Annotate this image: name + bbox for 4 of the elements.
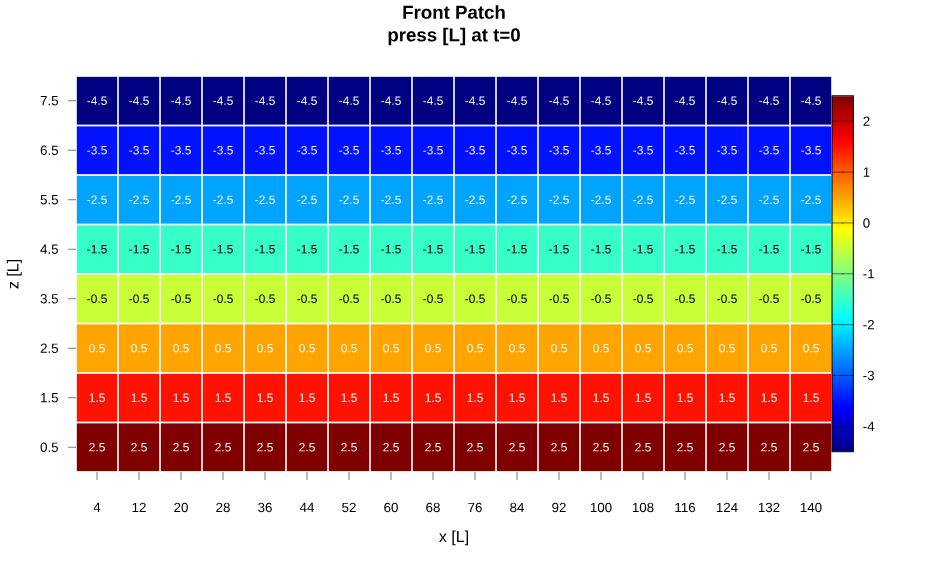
chart-title: Front Patch [403, 5, 505, 19]
y-axis-title: z [L] [6, 260, 22, 289]
chart-subtitle: press [L] at t=0 [388, 27, 520, 46]
x-axis-title: x [L] [439, 530, 468, 546]
